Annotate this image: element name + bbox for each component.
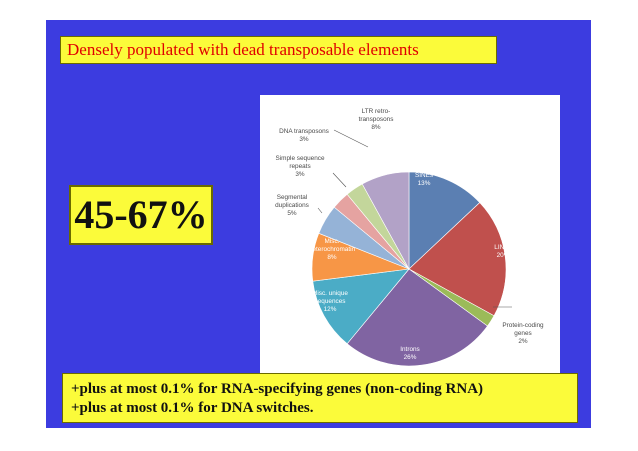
slide-title: Densely populated with dead transposable… (60, 36, 497, 64)
pie-label-simple-sequence-repeats: Simple sequence repeats 3% (275, 155, 324, 178)
pie-label-segmental-duplications: Segmental duplications 5% (275, 194, 309, 217)
pie-label-misc-heterochromatin: Misc. heterochromatin 8% (309, 238, 356, 261)
pie-chart-panel: SINEs 13% LINEs 20% Protein-coding genes 2% Int… (260, 95, 560, 378)
pie-slice-misc-unique-sequences (312, 268, 410, 345)
note-dna-switches: +plus at most 0.1% for DNA switches. (71, 400, 314, 416)
pie-label-lines: LINEs 20% (494, 244, 511, 259)
notes-callout: +plus at most 0.1% for RNA-specifying ge… (62, 373, 578, 423)
leader-line-segmental-duplications (317, 207, 323, 214)
leader-line-dna-transposons (333, 129, 369, 148)
pie-chart: SINEs 13% LINEs 20% Protein-coding genes 2% Int… (275, 108, 544, 367)
big-percentage: 45-67% (69, 185, 213, 245)
note-rna-genes: +plus at most 0.1% for RNA-specifying ge… (71, 381, 484, 397)
leader-line-simple-sequence-repeats (332, 172, 347, 188)
pie-label-ltr-retrotransposons: LTR retro-transposons 8% (359, 108, 394, 131)
pie-slice-ltr-retrotransposons (361, 171, 410, 270)
pie-label-dna-transposons: DNA transposons 3% (279, 128, 329, 143)
slide-background: Densely populated with dead transposable… (46, 20, 591, 428)
pie-slice-sines (408, 171, 481, 270)
pie-label-sines: SINEs 13% (415, 172, 433, 187)
pie-label-protein-coding-genes: Protein-coding genes 2% (502, 322, 544, 345)
pie-label-misc-unique-sequences: Misc. unique sequences 12% (312, 290, 348, 313)
pie-slice-introns (346, 268, 488, 367)
pie-label-introns: Introns 26% (400, 346, 420, 361)
